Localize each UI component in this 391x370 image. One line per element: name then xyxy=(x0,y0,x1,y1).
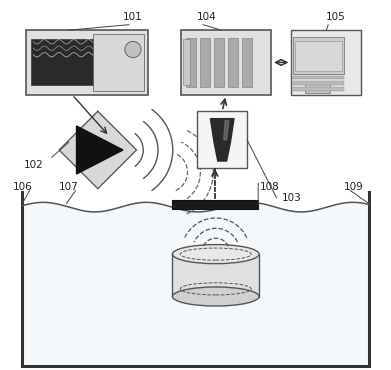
Bar xyxy=(293,87,344,91)
Bar xyxy=(228,38,237,87)
Polygon shape xyxy=(224,121,229,140)
Text: 102: 102 xyxy=(23,160,43,170)
Bar xyxy=(197,111,247,168)
Ellipse shape xyxy=(172,287,259,306)
Text: 105: 105 xyxy=(326,12,345,22)
Bar xyxy=(214,38,224,87)
Polygon shape xyxy=(210,119,234,161)
Bar xyxy=(293,75,344,79)
Text: 106: 106 xyxy=(13,182,32,192)
Text: 103: 103 xyxy=(282,193,301,203)
Bar xyxy=(172,254,259,296)
Bar xyxy=(183,39,190,85)
Polygon shape xyxy=(77,126,123,174)
Text: 108: 108 xyxy=(259,182,279,192)
Circle shape xyxy=(125,41,141,58)
Text: 109: 109 xyxy=(344,182,364,192)
Bar xyxy=(293,37,344,74)
Bar xyxy=(242,38,251,87)
Bar xyxy=(186,38,196,87)
Bar xyxy=(93,34,144,91)
Polygon shape xyxy=(59,111,136,189)
Bar xyxy=(305,82,330,93)
Bar xyxy=(172,200,258,209)
Ellipse shape xyxy=(172,245,259,264)
Bar xyxy=(26,30,147,95)
Bar xyxy=(31,39,95,85)
Text: 107: 107 xyxy=(58,182,78,192)
Bar xyxy=(181,30,271,95)
Bar xyxy=(295,41,342,71)
Bar xyxy=(200,38,210,87)
Bar xyxy=(291,30,361,95)
Text: 104: 104 xyxy=(197,12,217,22)
Text: 101: 101 xyxy=(123,12,143,22)
Bar xyxy=(293,81,344,85)
